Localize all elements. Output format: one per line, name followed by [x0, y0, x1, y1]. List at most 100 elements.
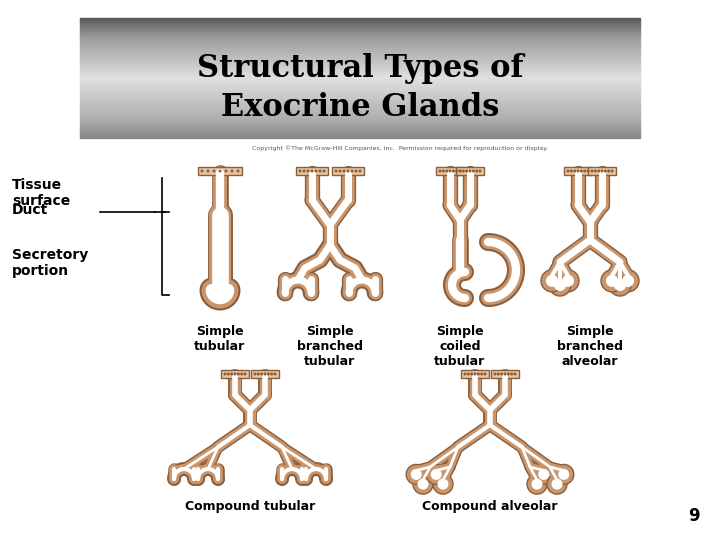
Bar — [80, 81, 640, 82]
Bar — [80, 67, 640, 68]
Bar — [80, 89, 640, 90]
Circle shape — [475, 170, 478, 172]
Bar — [80, 82, 640, 83]
Bar — [80, 21, 640, 22]
Circle shape — [607, 170, 610, 172]
Bar — [80, 38, 640, 39]
Circle shape — [406, 464, 426, 484]
Bar — [296, 167, 328, 175]
Bar — [80, 99, 640, 100]
Bar — [80, 84, 640, 85]
Bar — [80, 77, 640, 78]
Circle shape — [218, 170, 222, 172]
Bar — [80, 50, 640, 51]
Circle shape — [590, 170, 593, 172]
Bar — [80, 116, 640, 117]
Circle shape — [614, 279, 626, 291]
Circle shape — [470, 373, 473, 375]
Circle shape — [611, 170, 613, 172]
Circle shape — [464, 373, 467, 375]
Bar — [80, 131, 640, 132]
Bar — [80, 78, 640, 79]
Bar — [80, 124, 640, 125]
Circle shape — [307, 170, 310, 172]
Circle shape — [510, 373, 513, 375]
Circle shape — [552, 478, 562, 490]
Bar — [332, 167, 364, 175]
Bar — [80, 93, 640, 94]
Circle shape — [338, 170, 341, 172]
Circle shape — [467, 373, 470, 375]
Text: Exocrine Glands: Exocrine Glands — [221, 92, 499, 124]
Circle shape — [426, 464, 446, 484]
Circle shape — [503, 373, 506, 375]
Circle shape — [318, 170, 322, 172]
Bar — [80, 19, 640, 21]
Circle shape — [227, 373, 230, 375]
Circle shape — [442, 170, 445, 172]
Bar — [80, 112, 640, 113]
Circle shape — [354, 170, 358, 172]
Bar — [80, 54, 640, 55]
Bar — [80, 114, 640, 115]
Bar — [80, 42, 640, 43]
Bar — [80, 55, 640, 56]
Circle shape — [601, 270, 623, 292]
Circle shape — [359, 170, 361, 172]
Circle shape — [507, 373, 510, 375]
Bar — [80, 40, 640, 41]
Circle shape — [413, 474, 433, 494]
Text: Simple
tubular: Simple tubular — [194, 325, 246, 353]
Circle shape — [604, 170, 607, 172]
Text: Secretory
portion: Secretory portion — [12, 248, 89, 278]
Circle shape — [580, 170, 582, 172]
Bar — [80, 44, 640, 45]
Circle shape — [410, 469, 422, 480]
Circle shape — [600, 170, 603, 172]
Circle shape — [597, 170, 600, 172]
Circle shape — [622, 275, 634, 287]
Bar — [456, 167, 484, 175]
Circle shape — [500, 373, 503, 375]
Bar — [80, 110, 640, 111]
Bar — [80, 46, 640, 47]
Circle shape — [606, 275, 618, 287]
Circle shape — [570, 170, 573, 172]
Bar — [80, 23, 640, 24]
Circle shape — [243, 373, 246, 375]
Bar — [80, 47, 640, 48]
Circle shape — [267, 373, 270, 375]
Bar — [80, 98, 640, 99]
Circle shape — [531, 478, 542, 490]
Circle shape — [554, 279, 566, 291]
Bar — [80, 49, 640, 50]
Circle shape — [541, 270, 563, 292]
Bar — [80, 122, 640, 123]
Bar — [80, 95, 640, 96]
Bar — [80, 121, 640, 122]
Bar — [80, 18, 640, 19]
Circle shape — [558, 469, 570, 480]
Bar — [221, 370, 249, 378]
Circle shape — [335, 170, 338, 172]
Circle shape — [479, 170, 482, 172]
Bar — [80, 129, 640, 130]
Bar — [80, 57, 640, 58]
Bar — [80, 26, 640, 27]
Bar — [436, 167, 464, 175]
Bar — [80, 29, 640, 30]
Bar — [80, 100, 640, 101]
Circle shape — [270, 373, 273, 375]
Bar — [80, 39, 640, 40]
Bar — [80, 36, 640, 37]
Bar — [80, 105, 640, 106]
Circle shape — [240, 373, 243, 375]
Bar — [80, 127, 640, 129]
Circle shape — [323, 170, 325, 172]
Text: Compound alveolar: Compound alveolar — [422, 500, 558, 513]
Bar — [80, 51, 640, 52]
Bar — [80, 104, 640, 105]
Bar — [80, 75, 640, 76]
Circle shape — [459, 170, 462, 172]
Bar — [80, 133, 640, 134]
